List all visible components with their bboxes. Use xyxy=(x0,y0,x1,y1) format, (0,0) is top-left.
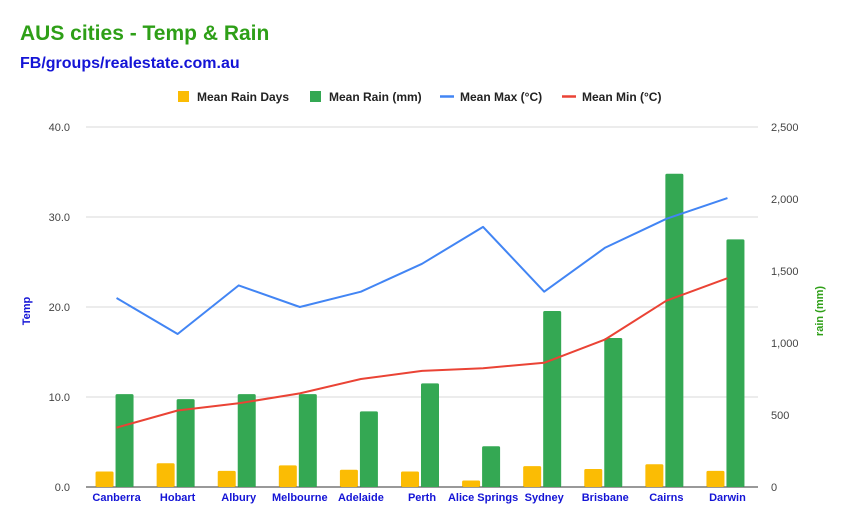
left-tick-label: 30.0 xyxy=(49,212,70,224)
bar xyxy=(176,399,195,487)
bar xyxy=(706,470,725,487)
bar xyxy=(298,394,317,487)
x-tick-label: Darwin xyxy=(709,492,746,504)
bar xyxy=(278,465,297,487)
x-tick-label: Hobart xyxy=(160,492,196,504)
bar xyxy=(543,311,562,487)
right-tick-label: 2,000 xyxy=(771,194,799,206)
left-tick-label: 20.0 xyxy=(49,302,70,314)
right-axis-title: rain (mm) xyxy=(814,286,826,336)
left-tick-label: 0.0 xyxy=(55,482,70,494)
legend-swatch xyxy=(310,91,321,102)
line-series xyxy=(116,197,728,429)
chart-subtitle: FB/groups/realestate.com.au xyxy=(20,55,240,72)
bar xyxy=(665,173,684,488)
right-tick-label: 1,000 xyxy=(771,338,799,350)
bar xyxy=(462,480,481,487)
left-tick-label: 10.0 xyxy=(49,392,70,404)
bar xyxy=(95,471,114,487)
x-tick-label: Adelaide xyxy=(338,492,384,504)
x-tick-label: Canberra xyxy=(92,492,141,504)
bar xyxy=(217,470,236,487)
chart-title: AUS cities - Temp & Rain xyxy=(20,22,270,45)
bar xyxy=(401,471,419,487)
legend: Mean Rain Days Mean Rain (mm) Mean Max (°C… xyxy=(178,90,661,104)
right-tick-label: 1,500 xyxy=(771,266,799,278)
bar xyxy=(604,337,623,487)
x-tick-label: Brisbane xyxy=(582,492,629,504)
legend-label: Mean Rain Days xyxy=(197,90,289,104)
right-axis-ticks: 0 500 1,000 1,500 2,000 2,500 xyxy=(771,122,799,494)
bar xyxy=(726,239,745,487)
x-tick-label: Alice Springs xyxy=(448,492,518,504)
legend-label: Mean Max (°C) xyxy=(460,90,542,104)
x-tick-label: Melbourne xyxy=(272,492,328,504)
bar xyxy=(156,463,175,487)
left-tick-label: 40.0 xyxy=(49,122,70,134)
x-tick-label: Cairns xyxy=(649,492,683,504)
x-tick-label: Albury xyxy=(221,492,257,504)
bar-series xyxy=(95,173,745,488)
series-line xyxy=(116,277,728,429)
left-axis-ticks: 0.0 10.0 20.0 30.0 40.0 xyxy=(49,122,70,494)
right-tick-label: 500 xyxy=(771,410,789,422)
legend-label: Mean Min (°C) xyxy=(582,90,661,104)
bar xyxy=(237,394,256,487)
right-tick-label: 0 xyxy=(771,482,777,494)
legend-label: Mean Rain (mm) xyxy=(329,90,422,104)
x-tick-label: Sydney xyxy=(525,492,565,504)
bar xyxy=(359,411,378,487)
left-axis-title: Temp xyxy=(21,296,33,325)
bar xyxy=(339,469,358,487)
bar xyxy=(584,469,603,487)
right-tick-label: 2,500 xyxy=(771,122,799,134)
bar xyxy=(645,464,664,487)
grid-lines xyxy=(86,126,758,488)
bar xyxy=(482,446,501,487)
bar xyxy=(115,394,134,487)
bar xyxy=(421,383,439,487)
legend-swatch xyxy=(178,91,189,102)
x-axis-ticks: Canberra Hobart Albury Melbourne Adelaide Per… xyxy=(92,492,746,504)
series-line xyxy=(116,197,728,335)
bar xyxy=(523,466,542,487)
x-tick-label: Perth xyxy=(408,492,436,504)
